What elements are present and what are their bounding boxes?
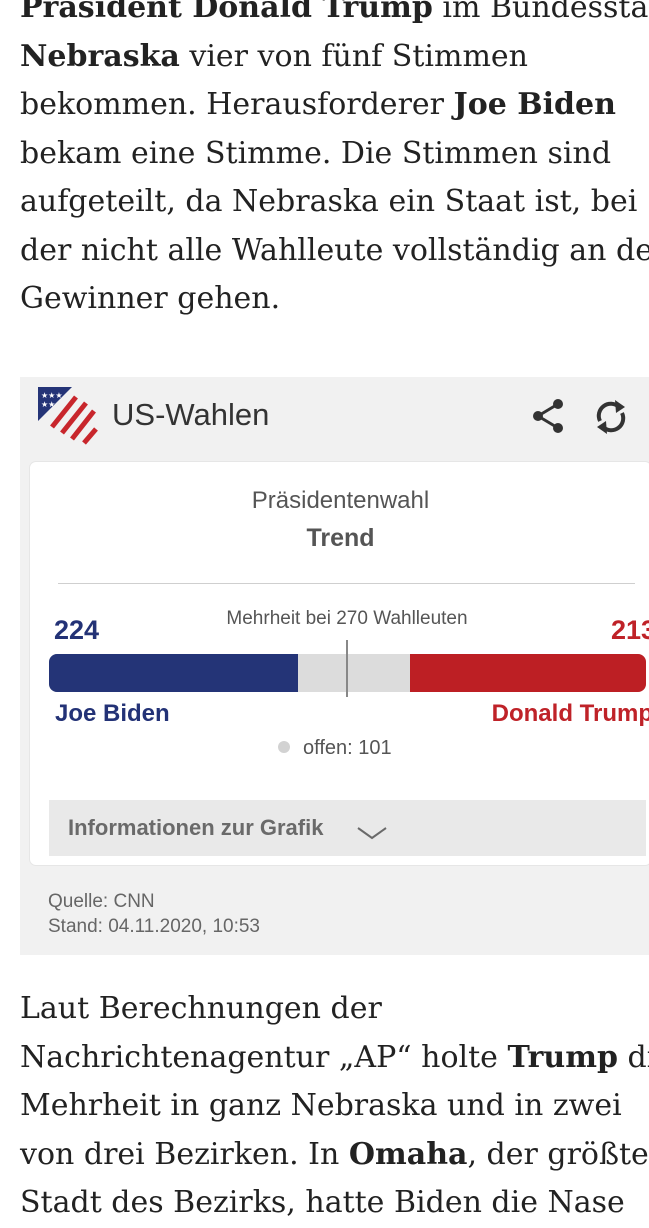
us-election-flag-logo-icon: ★★★ ★★: [38, 387, 98, 445]
divider: [58, 583, 635, 584]
svg-text:★★: ★★: [41, 400, 55, 409]
article-text: im Bundesstaat: [442, 0, 649, 25]
article-text: Laut Berechnungen der: [20, 991, 382, 1026]
open-votes: offen: 101: [278, 737, 392, 760]
article-text: , der größten: [467, 1136, 649, 1172]
card-title: Präsidentenwahl: [251, 487, 430, 514]
trump-name: Donald Trump: [491, 700, 649, 727]
trump-votes: 213: [610, 615, 649, 645]
article-line: Gewinner gehen.: [20, 275, 649, 324]
stand-label: Stand: 04.11.2020, 10:53: [48, 916, 260, 937]
article-paragraph-bottom: Laut Berechnungen der Nachrichtenagentur …: [20, 985, 649, 1228]
article-line: Präsident Donald Trump im Bundesstaat: [20, 0, 649, 33]
article-line: Nebraska vier von fünf Stimmen: [20, 33, 649, 82]
share-icon[interactable]: [530, 397, 566, 435]
article-line: der nicht alle Wahlleute vollständig an …: [20, 227, 649, 276]
article-line: bekam eine Stimme. Die Stimmen sind: [20, 130, 649, 179]
article-text: bekommen. Herausforderer: [20, 87, 454, 122]
article-bold-text: Joe Biden: [453, 87, 616, 122]
article-bold-text: Omaha: [348, 1136, 468, 1172]
widget-header: ★★★ ★★ US-Wahlen: [20, 377, 649, 462]
article-text: von drei Bezirken. In: [20, 1136, 349, 1172]
article-line: Stadt des Bezirks, hatte Biden die Nase: [20, 1179, 649, 1228]
article-text: bekam eine Stimme. Die Stimmen sind: [20, 135, 612, 171]
article-text: die: [627, 1039, 649, 1075]
chevron-down-icon: [357, 827, 387, 840]
widget-title: US-Wahlen: [112, 397, 270, 432]
biden-name: Joe Biden: [55, 700, 170, 727]
article-paragraph-top: Präsident Donald Trump im BundesstaatNeb…: [20, 0, 649, 324]
election-result-card: Präsidentenwahl Trend Mehrheit bei 270 W…: [30, 462, 649, 865]
article-text: aufgeteilt, da Nebraska ein Staat ist, b…: [20, 184, 638, 219]
article-text: Nachrichtenagentur „AP“ holte: [20, 1039, 508, 1075]
article-line: bekommen. Herausforderer Joe Biden: [20, 81, 649, 130]
bar-segment-biden: [49, 654, 298, 692]
article-bold-text: Präsident Donald Trump: [20, 0, 433, 25]
article-text: Gewinner gehen.: [20, 281, 281, 316]
bar-segment-trump: [409, 654, 646, 692]
graphic-info-button[interactable]: Informationen zur Grafik: [49, 800, 646, 856]
article-bold-text: Nebraska: [20, 38, 180, 74]
refresh-icon[interactable]: [592, 397, 630, 437]
majority-marker: [346, 640, 348, 697]
article-line: aufgeteilt, da Nebraska ein Staat ist, b…: [20, 178, 649, 227]
article-text: der nicht alle Wahlleute vollständig an …: [20, 232, 649, 268]
open-dot-icon: [278, 741, 290, 753]
article-text: vier von fünf Stimmen: [179, 38, 528, 74]
svg-text:★★★: ★★★: [41, 391, 63, 400]
article-bold-text: Trump: [507, 1039, 618, 1075]
graphic-info-label: Informationen zur Grafik: [68, 815, 324, 840]
article-line: Nachrichtenagentur „AP“ holte Trump die: [20, 1034, 649, 1083]
article-line: Laut Berechnungen der: [20, 985, 649, 1034]
article-line: von drei Bezirken. In Omaha, der größten: [20, 1131, 649, 1180]
card-subtitle: Trend: [306, 524, 375, 552]
majority-label: Mehrheit bei 270 Wahlleuten: [226, 608, 468, 629]
open-votes-label: offen: 101: [303, 737, 392, 759]
source-info: Quelle: CNN Stand: 04.11.2020, 10:53: [48, 889, 260, 939]
source-label: Quelle: CNN: [48, 891, 155, 912]
article-text: Stadt des Bezirks, hatte Biden die Nase: [20, 1185, 625, 1220]
us-elections-widget: ★★★ ★★ US-Wahlen Präsidentenwahl Trend M…: [20, 377, 649, 955]
biden-votes: 224: [54, 615, 100, 645]
article-line: Mehrheit in ganz Nebraska und in zwei: [20, 1082, 649, 1131]
article-text: Mehrheit in ganz Nebraska und in zwei: [20, 1088, 622, 1123]
